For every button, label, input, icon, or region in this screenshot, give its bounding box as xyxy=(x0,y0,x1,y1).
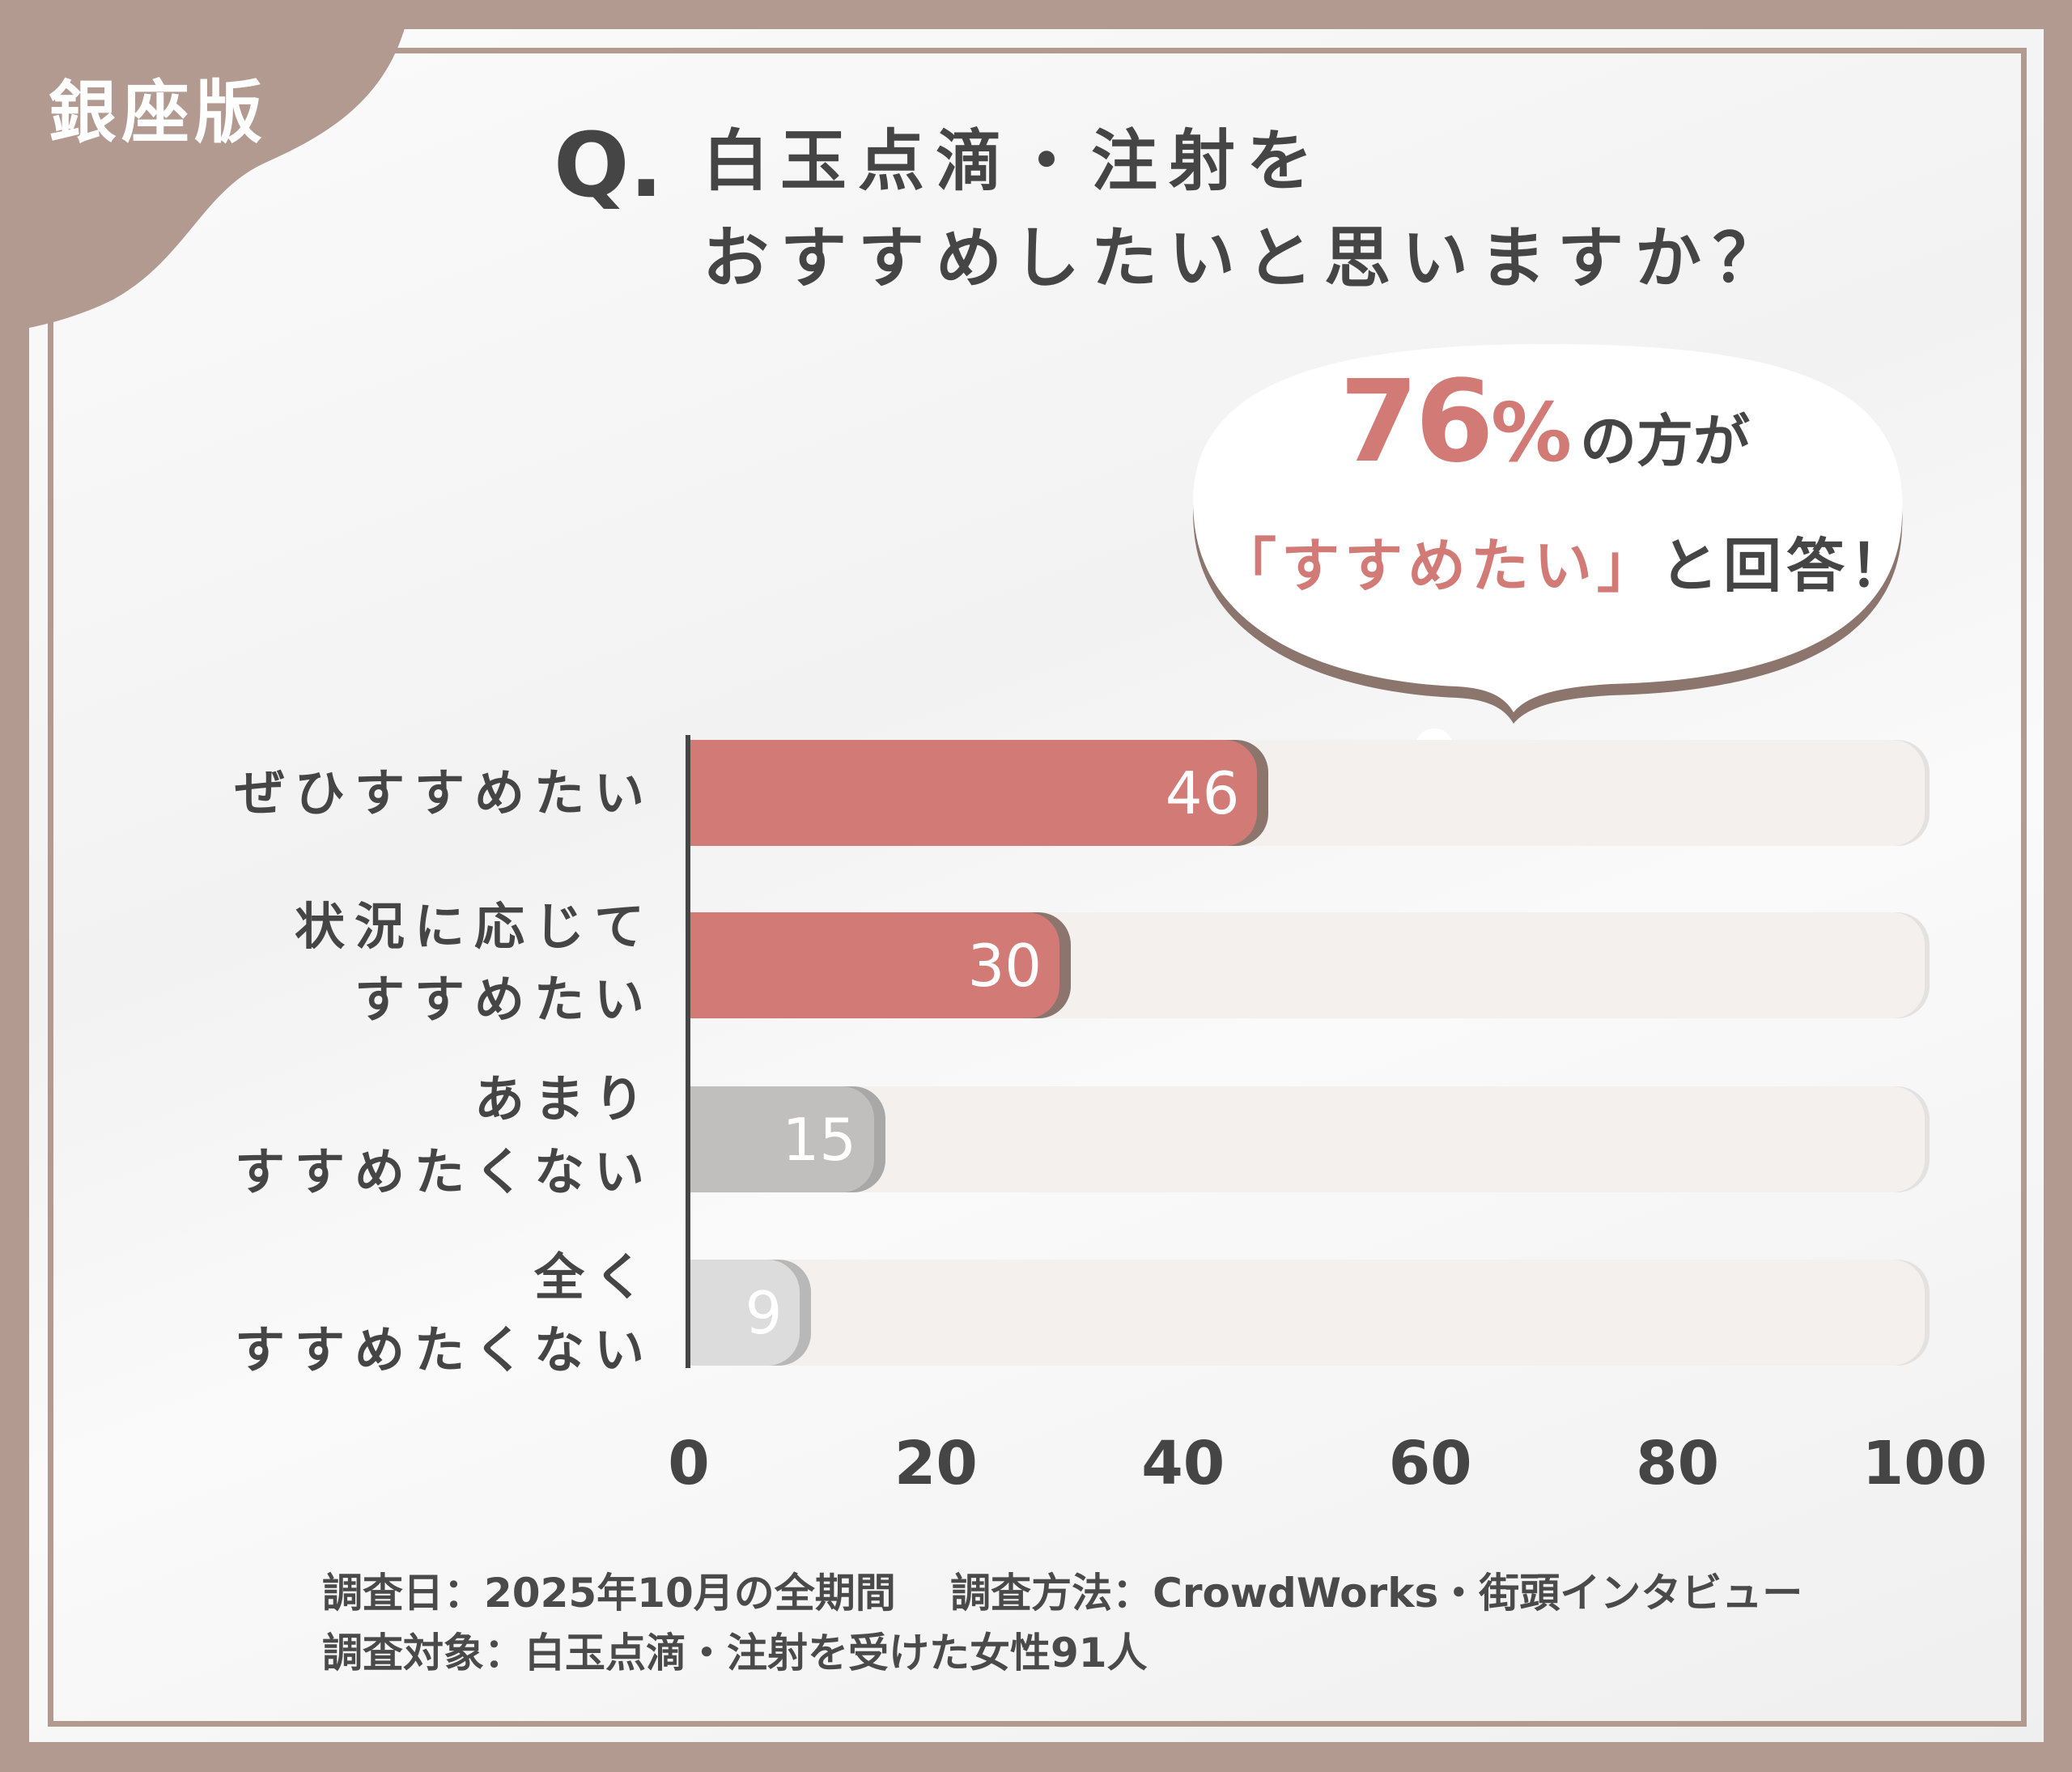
x-tick-label: 20 xyxy=(894,1429,978,1498)
category-label-line: 状況に応じて xyxy=(294,897,654,956)
title-line-2: おすすめしたいと思いますか？ xyxy=(703,220,1791,297)
callout-ending: と回答！ xyxy=(1660,532,1913,600)
callout-percent-sign: % xyxy=(1490,385,1573,480)
category-label: あまり すすめたくない xyxy=(235,1063,654,1209)
footer-survey-info: 調査日：2025年10月の全期間 調査方法：CrowdWorks・街頭インタビュ… xyxy=(322,1570,1803,1617)
bar-track xyxy=(689,1260,1925,1366)
bar-track xyxy=(689,1086,1925,1192)
bar xyxy=(689,1260,800,1366)
callout-quote: 「すすめたい」 xyxy=(1218,532,1661,600)
question-prefix: Q. xyxy=(554,113,664,217)
title-line-1: 白玉点滴・注射を xyxy=(703,123,1325,200)
x-tick-label: 0 xyxy=(668,1429,710,1498)
category-label-line: ぜひすすめたい xyxy=(234,763,654,822)
bar-value-label: 9 xyxy=(745,1279,783,1347)
x-tick-label: 100 xyxy=(1862,1429,1988,1498)
speech-bubble xyxy=(1193,344,1903,787)
bar-value-label: 46 xyxy=(1165,759,1240,827)
y-axis-line xyxy=(686,735,690,1368)
bar xyxy=(689,740,1258,846)
category-label: 全く すすめたくない xyxy=(235,1241,654,1387)
callout-line-2: 「すすめたい」と回答！ xyxy=(1218,518,1913,603)
corner-tab-shape xyxy=(0,0,411,332)
frame-border xyxy=(48,48,2027,1727)
bar xyxy=(689,912,1060,1018)
category-label: 状況に応じて すすめたい xyxy=(295,890,654,1036)
category-label-line: すすめたい xyxy=(354,970,654,1029)
bar-value-label: 15 xyxy=(782,1106,857,1174)
x-tick-label: 60 xyxy=(1388,1429,1472,1498)
footer-survey-target: 調査対象：白玉点滴・注射を受けた女性91人 xyxy=(322,1630,1148,1676)
category-label-line: すすめたくない xyxy=(234,1320,654,1379)
callout-suffix: の方が xyxy=(1580,408,1751,474)
category-label: ぜひすすめたい xyxy=(235,757,654,830)
background-panel xyxy=(29,29,2044,1742)
page-title: 白玉点滴・注射を おすすめしたいと思いますか？ xyxy=(703,113,1790,308)
callout-percent: 76 xyxy=(1340,356,1494,488)
category-label-line: あまり xyxy=(473,1069,654,1128)
x-tick-label: 40 xyxy=(1141,1429,1225,1498)
category-label-line: 全く xyxy=(533,1247,654,1307)
callout-line-1: 76% の方が xyxy=(1340,356,1750,488)
bar xyxy=(689,1086,875,1192)
edition-label: 銀座版 xyxy=(49,73,268,152)
category-label-line: すすめたくない xyxy=(234,1142,654,1201)
bar-value-label: 30 xyxy=(967,932,1042,1000)
x-tick-label: 80 xyxy=(1636,1429,1720,1498)
